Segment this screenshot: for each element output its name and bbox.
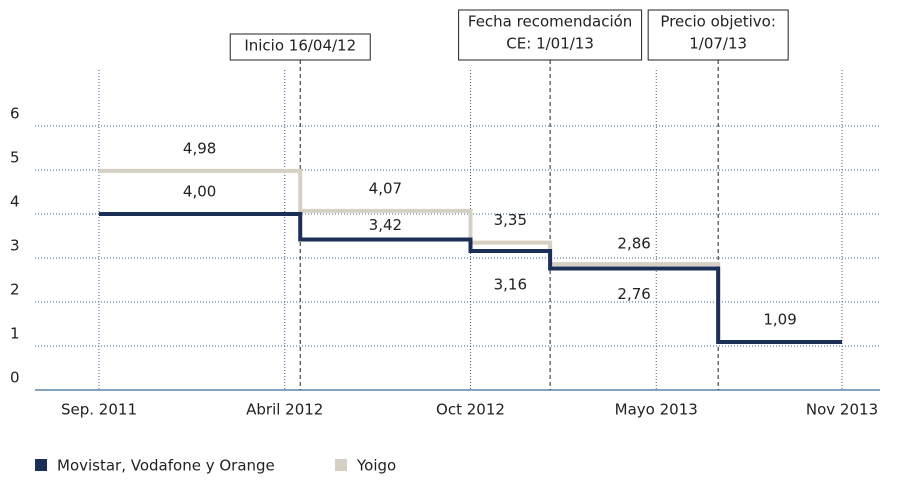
value-label: 3,42 <box>369 216 402 234</box>
x-tick-label: Mayo 2013 <box>615 401 698 419</box>
x-tick-label: Abril 2012 <box>246 401 323 419</box>
y-tick-label: 4 <box>10 193 20 211</box>
y-tick-label: 5 <box>10 149 20 167</box>
value-label: 4,98 <box>183 139 216 157</box>
value-label: 1,09 <box>763 311 796 329</box>
y-tick-label: 2 <box>10 281 20 299</box>
annotation-box <box>647 9 789 61</box>
annotation-text: Inicio 16/04/12 <box>244 37 356 55</box>
value-label: 2,76 <box>617 285 650 303</box>
x-tick-label: Sep. 2011 <box>61 401 137 419</box>
value-label: 3,35 <box>494 211 527 229</box>
annotation-text: Precio objetivo: <box>660 13 775 31</box>
annotation-text: Fecha recomendación <box>468 13 632 31</box>
legend-label: Movistar, Vodafone y Orange <box>57 457 275 475</box>
y-tick-label: 3 <box>10 237 20 255</box>
step-line <box>99 212 842 345</box>
legend-label: Yoigo <box>356 457 396 475</box>
legend-swatch <box>35 459 47 471</box>
value-label: 2,86 <box>617 235 650 253</box>
x-tick-label: Oct 2012 <box>436 401 505 419</box>
value-label: 3,16 <box>494 275 527 293</box>
y-tick-label: 0 <box>10 369 20 387</box>
annotation-box <box>229 33 371 61</box>
value-label: 4,00 <box>183 183 216 201</box>
value-label: 4,07 <box>369 179 402 197</box>
legend-swatch <box>335 459 347 471</box>
x-tick-label: Nov 2013 <box>806 401 878 419</box>
annotation-box <box>458 9 643 61</box>
annotation-text: 1/07/13 <box>689 35 747 53</box>
y-tick-label: 1 <box>10 325 20 343</box>
annotation-text: CE: 1/01/13 <box>506 35 594 53</box>
y-tick-label: 6 <box>10 105 20 123</box>
